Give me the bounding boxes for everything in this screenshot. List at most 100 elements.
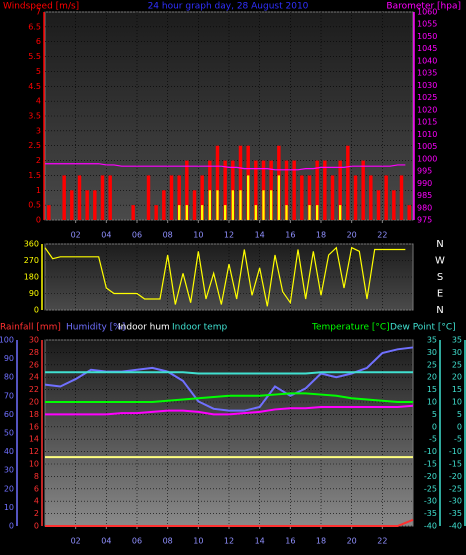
x-tick-label: 08 bbox=[163, 231, 173, 240]
y-tick-label: 1025 bbox=[417, 93, 437, 102]
bar bbox=[300, 175, 304, 220]
bar bbox=[85, 190, 89, 220]
y-tick-label: 360 bbox=[24, 240, 39, 249]
chart-title: 24 hour graph day, 28 August 2010 bbox=[148, 2, 309, 12]
x-tick-label: 14 bbox=[255, 537, 265, 546]
y-tick-label: -15 bbox=[424, 460, 437, 469]
bar bbox=[316, 205, 319, 220]
y-tick-label: 35 bbox=[452, 336, 462, 345]
y-tick-label: 25 bbox=[427, 360, 437, 369]
y-tick-label: 2 bbox=[34, 509, 39, 518]
x-tick-label: 16 bbox=[285, 231, 295, 240]
y-tick-label: 270 bbox=[24, 256, 39, 265]
bar bbox=[307, 175, 312, 220]
y-tick-label: 14 bbox=[29, 435, 39, 444]
x-tick-label: 18 bbox=[316, 231, 326, 240]
y-tick-label: 1015 bbox=[417, 118, 437, 127]
y-tick-label: 0 bbox=[457, 422, 462, 431]
bar bbox=[200, 175, 204, 220]
bar bbox=[384, 175, 388, 220]
bar bbox=[353, 175, 358, 220]
bar bbox=[338, 160, 342, 220]
x-tick-label: 22 bbox=[377, 537, 387, 546]
y-tick-label: 1010 bbox=[417, 130, 437, 139]
x-tick-label: 06 bbox=[132, 537, 142, 546]
bar bbox=[77, 175, 82, 220]
y-tick-label: 3.5 bbox=[28, 112, 41, 121]
bar bbox=[215, 145, 220, 220]
legend-label: Rainfall [mm] bbox=[0, 323, 61, 333]
y-tick-label: -25 bbox=[424, 484, 437, 493]
y-tick-label: 1035 bbox=[417, 69, 437, 78]
y-tick-label: 1030 bbox=[417, 81, 437, 90]
y-tick-label: 40 bbox=[4, 447, 14, 456]
legend-label: Temperature [°C] bbox=[311, 323, 390, 333]
x-tick-label: 04 bbox=[101, 231, 111, 240]
bar bbox=[223, 160, 227, 220]
legend-label: Humidity [%] bbox=[66, 323, 125, 333]
y-tick-label: 35 bbox=[427, 336, 437, 345]
y-tick-label: -30 bbox=[449, 497, 462, 506]
series-line bbox=[45, 392, 413, 403]
y-tick-label: 20 bbox=[427, 373, 437, 382]
y-tick-label: 0.5 bbox=[28, 201, 41, 210]
y-tick-label: 6.5 bbox=[28, 22, 41, 31]
y-tick-label: 3 bbox=[36, 126, 41, 135]
y-tick-label: -40 bbox=[449, 522, 462, 531]
y-tick-label: 0 bbox=[432, 422, 437, 431]
bar bbox=[376, 190, 381, 220]
bar bbox=[239, 190, 242, 220]
y-tick-label: 20 bbox=[4, 484, 14, 493]
y-tick-label: 100 bbox=[0, 336, 14, 345]
y-tick-label: 5 bbox=[36, 67, 41, 76]
bar bbox=[93, 190, 97, 220]
bar bbox=[231, 190, 234, 220]
bar bbox=[177, 175, 181, 220]
bar bbox=[361, 160, 365, 220]
y-tick-label: N bbox=[436, 305, 443, 316]
y-tick-label: 0 bbox=[34, 522, 39, 531]
x-tick-label: 22 bbox=[377, 231, 387, 240]
y-tick-label: 30 bbox=[4, 466, 14, 475]
x-tick-label: 16 bbox=[285, 537, 295, 546]
y-tick-label: 22 bbox=[29, 385, 39, 394]
bar bbox=[323, 160, 327, 220]
legend-label: Dew Point [°C] bbox=[390, 323, 456, 333]
series-line bbox=[45, 371, 413, 375]
bar bbox=[208, 160, 212, 220]
y-tick-label: 24 bbox=[29, 373, 39, 382]
y-tick-label: 1050 bbox=[417, 32, 437, 41]
y-tick-label: 0 bbox=[34, 306, 39, 315]
series-line bbox=[45, 163, 406, 171]
y-tick-label: 7 bbox=[36, 8, 41, 17]
y-tick-label: 6 bbox=[34, 484, 39, 493]
bar bbox=[216, 190, 219, 220]
y-tick-label: -20 bbox=[424, 472, 437, 481]
y-tick-label: 20 bbox=[29, 398, 39, 407]
y-tick-label: 5 bbox=[457, 410, 462, 419]
bar bbox=[231, 160, 235, 220]
y-tick-label: 26 bbox=[29, 360, 39, 369]
y-tick-label: 0 bbox=[9, 522, 14, 531]
bar bbox=[254, 205, 257, 220]
y-tick-label: 990 bbox=[417, 179, 432, 188]
bar bbox=[154, 205, 158, 220]
x-tick-label: 08 bbox=[163, 537, 173, 546]
x-tick-label: 10 bbox=[193, 537, 203, 546]
y-tick-label: -25 bbox=[449, 484, 462, 493]
y-tick-label: 6 bbox=[36, 37, 41, 46]
y-tick-label: W bbox=[435, 256, 445, 267]
y-tick-label: 1055 bbox=[417, 20, 437, 29]
y-tick-label: 1005 bbox=[417, 142, 437, 151]
bar bbox=[131, 205, 135, 220]
bar bbox=[292, 160, 296, 220]
y-tick-label: 30 bbox=[452, 348, 462, 357]
y-tick-label: 985 bbox=[417, 191, 432, 200]
legend-label: Indoor temp bbox=[172, 323, 227, 333]
y-tick-label: 1020 bbox=[417, 105, 437, 114]
bar bbox=[339, 205, 342, 220]
y-tick-label: -35 bbox=[424, 509, 437, 518]
bar bbox=[277, 175, 280, 220]
y-tick-label: -10 bbox=[449, 447, 462, 456]
